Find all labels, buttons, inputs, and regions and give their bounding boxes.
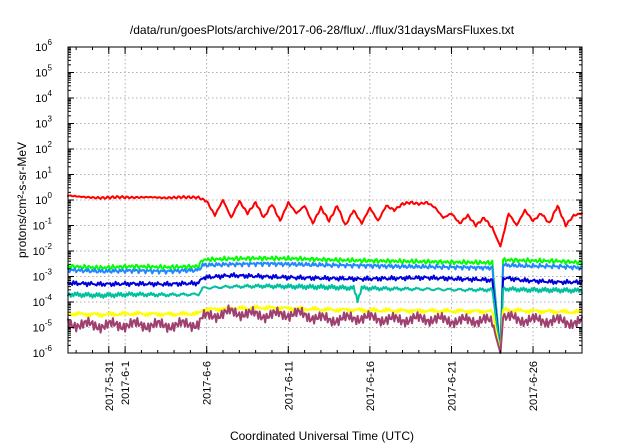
x-tick-label: 2017-6-6 xyxy=(202,361,214,405)
y-tick-label: 100 xyxy=(35,191,52,207)
series-layer xyxy=(67,194,583,354)
x-tick-label: 2017-6-11 xyxy=(283,361,295,410)
x-tick-label: 2017-5-31 xyxy=(104,361,116,411)
y-tick-label: 101 xyxy=(35,166,52,182)
y-axis-label: protons/cm²-s-sr-MeV xyxy=(15,142,29,258)
y-tick-label: 10-5 xyxy=(33,319,53,335)
y-tick-label: 103 xyxy=(35,115,52,131)
y-tick-label: 10-2 xyxy=(33,242,53,258)
x-tick-label: 2017-6-26 xyxy=(528,361,540,411)
series-line-5 xyxy=(67,283,583,354)
grid-layer xyxy=(68,47,582,353)
x-tick-label: 2017-6-16 xyxy=(365,361,377,411)
y-tick-label: 10-1 xyxy=(33,217,53,233)
series-line-6 xyxy=(67,304,583,354)
x-axis-label: Coordinated Universal Time (UTC) xyxy=(230,429,414,443)
chart-title: /data/run/goesPlots/archive/2017-06-28/f… xyxy=(130,23,515,37)
y-tick-label: 10-3 xyxy=(33,268,53,284)
x-tick-label: 2017-6-21 xyxy=(446,361,458,411)
y-tick-label: 106 xyxy=(35,38,52,54)
y-tick-label: 10-4 xyxy=(33,293,53,309)
y-tick-label: 105 xyxy=(35,64,52,80)
series-line-7 xyxy=(67,304,583,354)
x-tick-label: 2017-6-1 xyxy=(120,361,132,405)
y-tick-label: 102 xyxy=(35,140,52,156)
y-tick-label: 10-6 xyxy=(33,344,53,360)
y-tick-label: 104 xyxy=(35,89,52,105)
series-line-1 xyxy=(67,194,583,248)
ticks-layer: 10-6 10-5 10-4 10-3 10-2 10-1 100 101 102 103 104 1… xyxy=(33,38,583,411)
